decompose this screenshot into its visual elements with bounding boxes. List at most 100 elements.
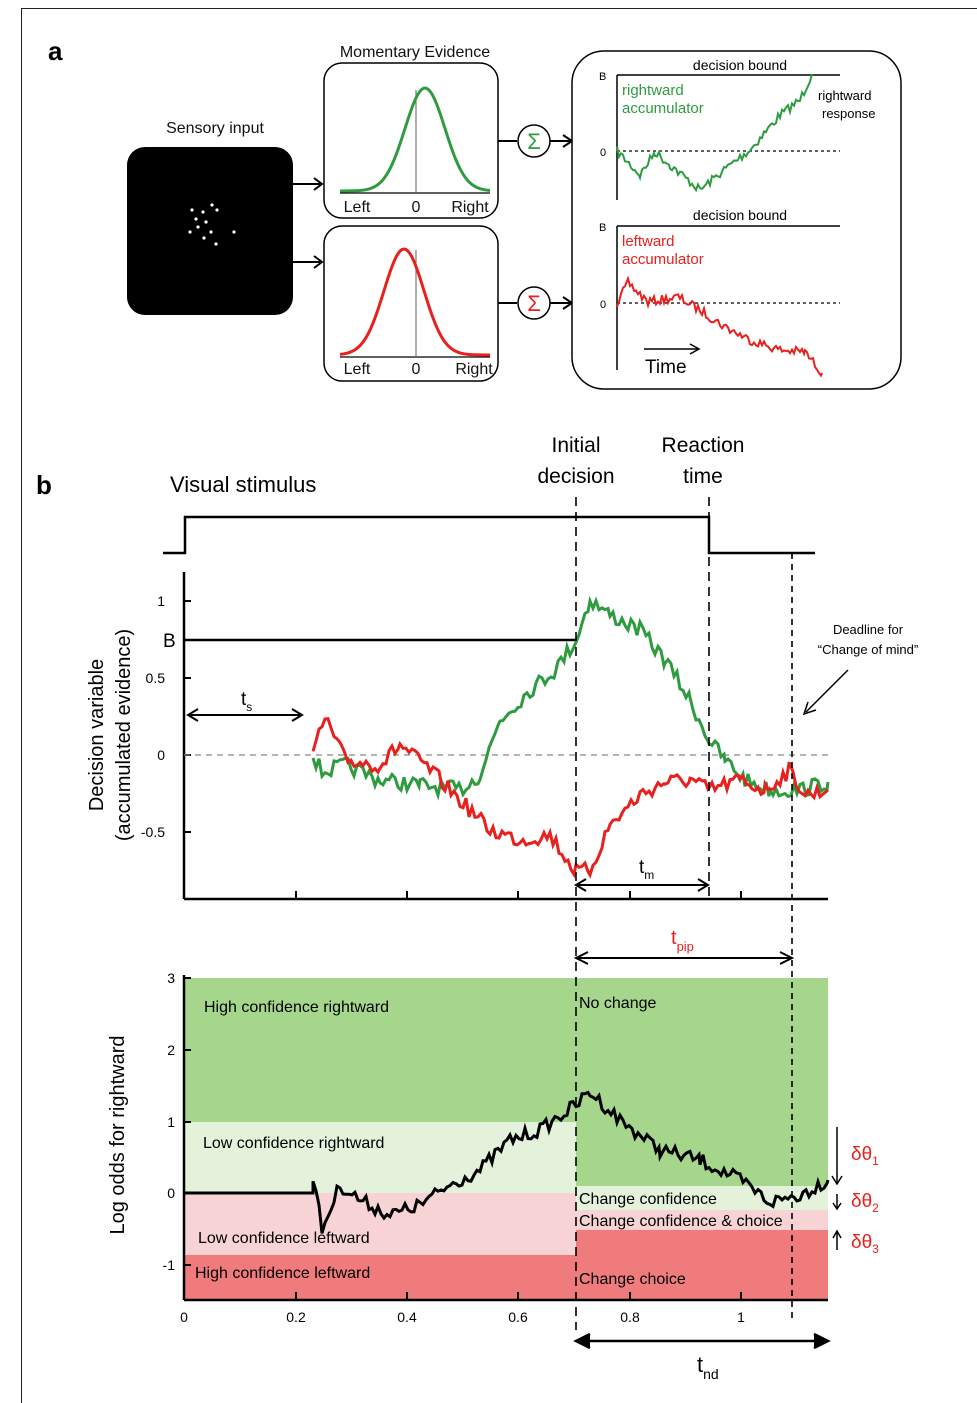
delta-theta-3: δθ3 <box>851 1232 879 1256</box>
tnd-label: tnd <box>697 1352 719 1382</box>
momentary-evidence-title: Momentary Evidence <box>340 44 490 61</box>
leftward-evidence-distribution <box>339 247 490 357</box>
accumulator-box <box>571 50 902 390</box>
delta2-arrow-head <box>832 1202 842 1211</box>
stimulus-dot <box>188 230 192 234</box>
lo-y-tick-label: 0 <box>167 1185 175 1201</box>
lo-y-tick-label: 1 <box>167 1114 175 1130</box>
tpip-arrow-right-head <box>779 951 795 965</box>
dv-y-ticks: 1 0.5 0 -0.5 <box>141 593 191 840</box>
lo-x-tick-label: 0.2 <box>286 1309 306 1325</box>
green-sigma-symbol: Σ <box>527 129 541 154</box>
stimulus-dot <box>190 208 194 212</box>
sensory-input-title: Sensory input <box>166 120 264 137</box>
stimulus-dot <box>196 225 200 229</box>
tm-arrow-left-head <box>574 878 587 892</box>
stimulus-dot <box>201 210 205 214</box>
decision-bound-top-label: decision bound <box>693 57 787 73</box>
label-high-confidence-rightward: High confidence rightward <box>204 999 389 1016</box>
stimulus-dot <box>232 230 236 234</box>
stimulus-dot <box>210 203 214 207</box>
panel-a-letter: a <box>48 36 63 66</box>
label-high-confidence-leftward: High confidence leftward <box>195 1265 370 1282</box>
ts-arrow-right-head <box>291 708 304 722</box>
rightward-accumulator-label-1: rightward <box>622 82 684 99</box>
stimulus-dot <box>215 208 219 212</box>
region-change-choice <box>576 1230 828 1300</box>
tm-arrow-right-head <box>697 878 710 892</box>
time-label: Time <box>645 357 687 378</box>
region-low-confidence-leftward <box>184 1193 576 1255</box>
delta1-arrow-head <box>831 1175 843 1186</box>
lo-y-tick-label: -1 <box>163 1257 176 1273</box>
label-no-change: No change <box>579 995 656 1012</box>
visual-stimulus-label: Visual stimulus <box>170 472 316 497</box>
time-arrow-head <box>689 343 701 355</box>
green-evidence-box <box>323 62 499 219</box>
initial-decision-label-2: decision <box>537 465 614 488</box>
rightward-accumulator-label-2: accumulator <box>622 100 704 117</box>
arrowhead-red-evidence <box>313 255 324 269</box>
lo-x-tick-label: 0.8 <box>620 1309 640 1325</box>
delta-theta-2: δθ2 <box>851 1191 879 1215</box>
stimulus-timecourse <box>163 515 815 555</box>
random-dots <box>188 203 236 246</box>
lo-x-ticks: 0 0.2 0.4 0.6 0.8 1 <box>180 1292 745 1325</box>
label-low-confidence-rightward: Low confidence rightward <box>203 1135 384 1152</box>
green-left-label: Left <box>344 199 371 216</box>
deadline-label-1: Deadline for <box>833 622 904 637</box>
rightward-response-label-1: rightward <box>818 88 871 103</box>
stimulus-dot <box>194 217 198 221</box>
tpip-arrow-left-head <box>573 951 589 965</box>
lo-x-tick-label: 0 <box>180 1309 188 1325</box>
red-zero-label: 0 <box>412 361 421 378</box>
zero-bottom: 0 <box>600 299 606 311</box>
region-high-confidence-rightward <box>184 978 828 1122</box>
leftward-accumulator-label-2: accumulator <box>622 251 704 268</box>
red-left-label: Left <box>344 361 371 378</box>
dv-ylabel-1: Decision variable <box>86 659 108 811</box>
stimulus-dot <box>202 236 206 240</box>
initial-decision-label-1: Initial <box>551 434 600 457</box>
decision-bound-bottom-label: decision bound <box>693 207 787 223</box>
label-change-choice: Change choice <box>579 1271 686 1288</box>
stimulus-dot <box>204 220 208 224</box>
bound-B-bottom: B <box>599 222 606 234</box>
green-right-label: Right <box>451 199 489 216</box>
dv-y-tick-label: 0.5 <box>146 670 166 686</box>
lo-x-tick-label: 0.6 <box>508 1309 528 1325</box>
dv-y-tick-label: -0.5 <box>141 824 165 840</box>
lo-y-ticks: 3 2 1 0 -1 <box>163 970 191 1273</box>
log-odds-trace <box>184 1090 830 1234</box>
lo-x-tick-label: 0.4 <box>397 1309 417 1325</box>
red-right-label: Right <box>455 361 493 378</box>
lo-y-tick-label: 2 <box>167 1042 175 1058</box>
tnd-arrow-right-head <box>813 1332 831 1350</box>
dv-leftward-trace <box>311 716 829 879</box>
red-evidence-box <box>323 225 499 382</box>
reaction-time-label-2: time <box>683 465 723 488</box>
deadline-pointer <box>805 669 849 713</box>
rightward-accumulator-trace <box>616 73 813 193</box>
label-change-confidence: Change confidence <box>579 1191 717 1208</box>
lo-ylabel: Log odds for rightward <box>107 1035 129 1234</box>
label-change-confidence-and-choice: Change confidence & choice <box>579 1213 783 1230</box>
region-no-change-extension <box>576 1122 828 1186</box>
delta-theta-1: δθ1 <box>851 1144 879 1168</box>
tpip-label: tpip <box>671 927 694 954</box>
leftward-accumulator-label-1: leftward <box>622 233 675 250</box>
stimulus-dot <box>209 230 213 234</box>
reaction-time-label-1: Reaction <box>662 434 745 457</box>
ts-label: ts <box>241 689 252 714</box>
rightward-response-label-2: response <box>822 106 875 121</box>
dv-y-tick-label: 0 <box>157 747 165 763</box>
arrowhead-green-evidence <box>313 177 324 191</box>
lo-x-tick-label: 1 <box>737 1309 745 1325</box>
label-low-confidence-leftward: Low confidence leftward <box>198 1230 370 1247</box>
dv-rightward-trace <box>311 595 830 801</box>
region-change-confidence-and-choice <box>576 1210 828 1230</box>
dv-bound-label: B <box>163 631 176 652</box>
region-high-confidence-leftward <box>184 1255 576 1300</box>
zero-top: 0 <box>600 147 606 159</box>
